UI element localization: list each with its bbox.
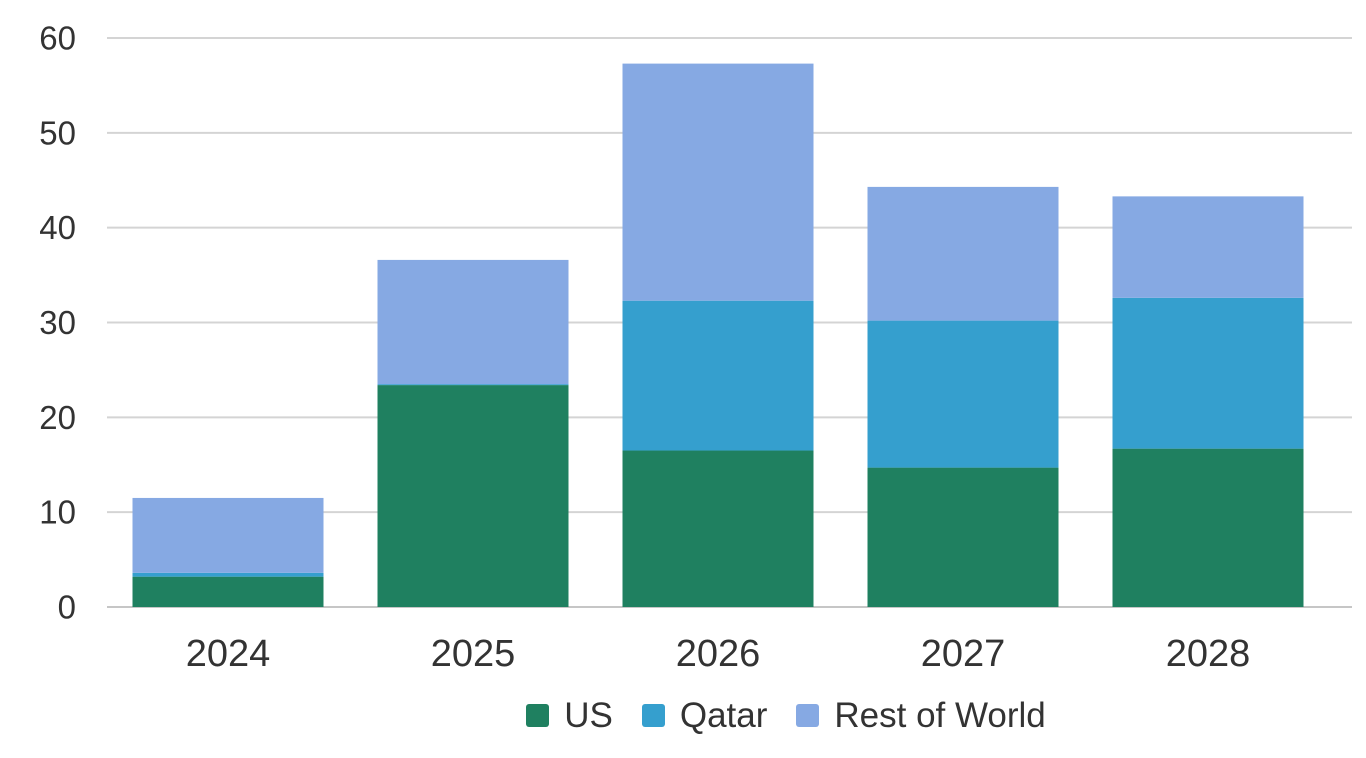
bar-segment-2027-qatar [867, 320, 1059, 468]
bar-segment-2024-us [132, 576, 324, 607]
bar-segment-2028-qatar [1112, 297, 1304, 449]
y-axis-tick-label-50: 50 [39, 114, 76, 151]
x-axis-label-2025: 2025 [431, 633, 516, 675]
bar-segment-2028-us [1112, 448, 1304, 607]
x-axis-label-2024: 2024 [186, 633, 271, 675]
bar-segment-2026-qatar [622, 300, 814, 451]
bar-segment-2027-rest-of-world [867, 186, 1059, 321]
x-axis-label-2028: 2028 [1166, 633, 1251, 675]
bar-segment-2024-rest-of-world [132, 497, 324, 573]
bar-segment-2028-rest-of-world [1112, 196, 1304, 298]
y-axis-tick-label-40: 40 [39, 209, 76, 246]
y-axis-tick-label-10: 10 [39, 494, 76, 531]
bar-segment-2026-us [622, 450, 814, 607]
y-axis-tick-label-60: 60 [39, 20, 76, 57]
bar-segment-2025-qatar [377, 384, 569, 386]
y-axis-tick-label-20: 20 [39, 399, 76, 436]
bar-segment-2025-us [377, 385, 569, 607]
bar-segment-2024-qatar [132, 572, 324, 577]
x-axis-label-2027: 2027 [921, 633, 1006, 675]
bar-segment-2027-us [867, 467, 1059, 607]
bar-segment-2025-rest-of-world [377, 259, 569, 385]
bar-segment-2026-rest-of-world [622, 63, 814, 301]
x-axis-label-2026: 2026 [676, 633, 761, 675]
y-axis-tick-label-0: 0 [58, 589, 76, 626]
y-axis-tick-label-30: 30 [39, 304, 76, 341]
